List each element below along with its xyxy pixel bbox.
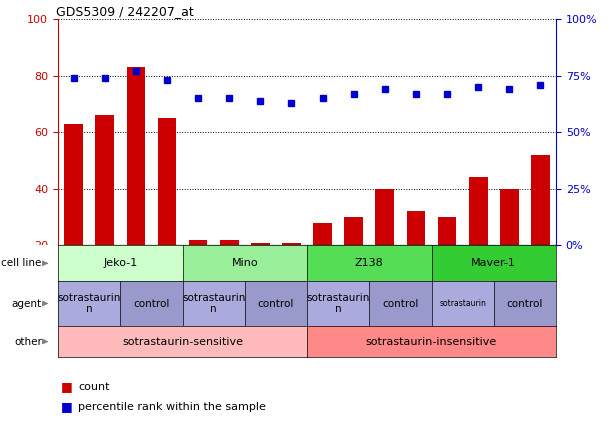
Text: control: control	[507, 299, 543, 308]
Text: Mino: Mino	[232, 258, 258, 268]
Text: sotrastaurin
n: sotrastaurin n	[307, 293, 370, 314]
Bar	[345, 217, 363, 302]
Bar	[189, 240, 207, 302]
Bar	[95, 115, 114, 302]
Bar	[500, 189, 519, 302]
Text: control: control	[133, 299, 170, 308]
Text: Maver-1: Maver-1	[471, 258, 516, 268]
Bar	[469, 178, 488, 302]
Text: sotrastaurin: sotrastaurin	[439, 299, 486, 308]
Bar	[407, 212, 425, 302]
Text: count: count	[78, 382, 110, 392]
Text: sotrastaurin
n: sotrastaurin n	[57, 293, 121, 314]
Text: percentile rank within the sample: percentile rank within the sample	[78, 402, 266, 412]
Bar	[531, 155, 550, 302]
Text: ■: ■	[61, 401, 73, 413]
Text: sotrastaurin-sensitive: sotrastaurin-sensitive	[122, 337, 243, 346]
Text: control: control	[382, 299, 419, 308]
Bar	[376, 189, 394, 302]
Bar	[64, 124, 83, 302]
Text: Z138: Z138	[355, 258, 384, 268]
Text: other: other	[14, 337, 42, 346]
Text: sotrastaurin-insensitive: sotrastaurin-insensitive	[366, 337, 497, 346]
Bar	[220, 240, 238, 302]
Text: control: control	[258, 299, 294, 308]
Bar	[282, 242, 301, 302]
Text: GDS5309 / 242207_at: GDS5309 / 242207_at	[56, 5, 193, 18]
Bar	[437, 217, 456, 302]
Text: ■: ■	[61, 381, 73, 393]
Bar	[313, 222, 332, 302]
Bar	[251, 242, 269, 302]
Text: cell line: cell line	[1, 258, 42, 268]
Text: sotrastaurin
n: sotrastaurin n	[182, 293, 246, 314]
Bar	[126, 67, 145, 302]
Bar	[158, 118, 177, 302]
Text: Jeko-1: Jeko-1	[103, 258, 137, 268]
Text: agent: agent	[12, 299, 42, 308]
